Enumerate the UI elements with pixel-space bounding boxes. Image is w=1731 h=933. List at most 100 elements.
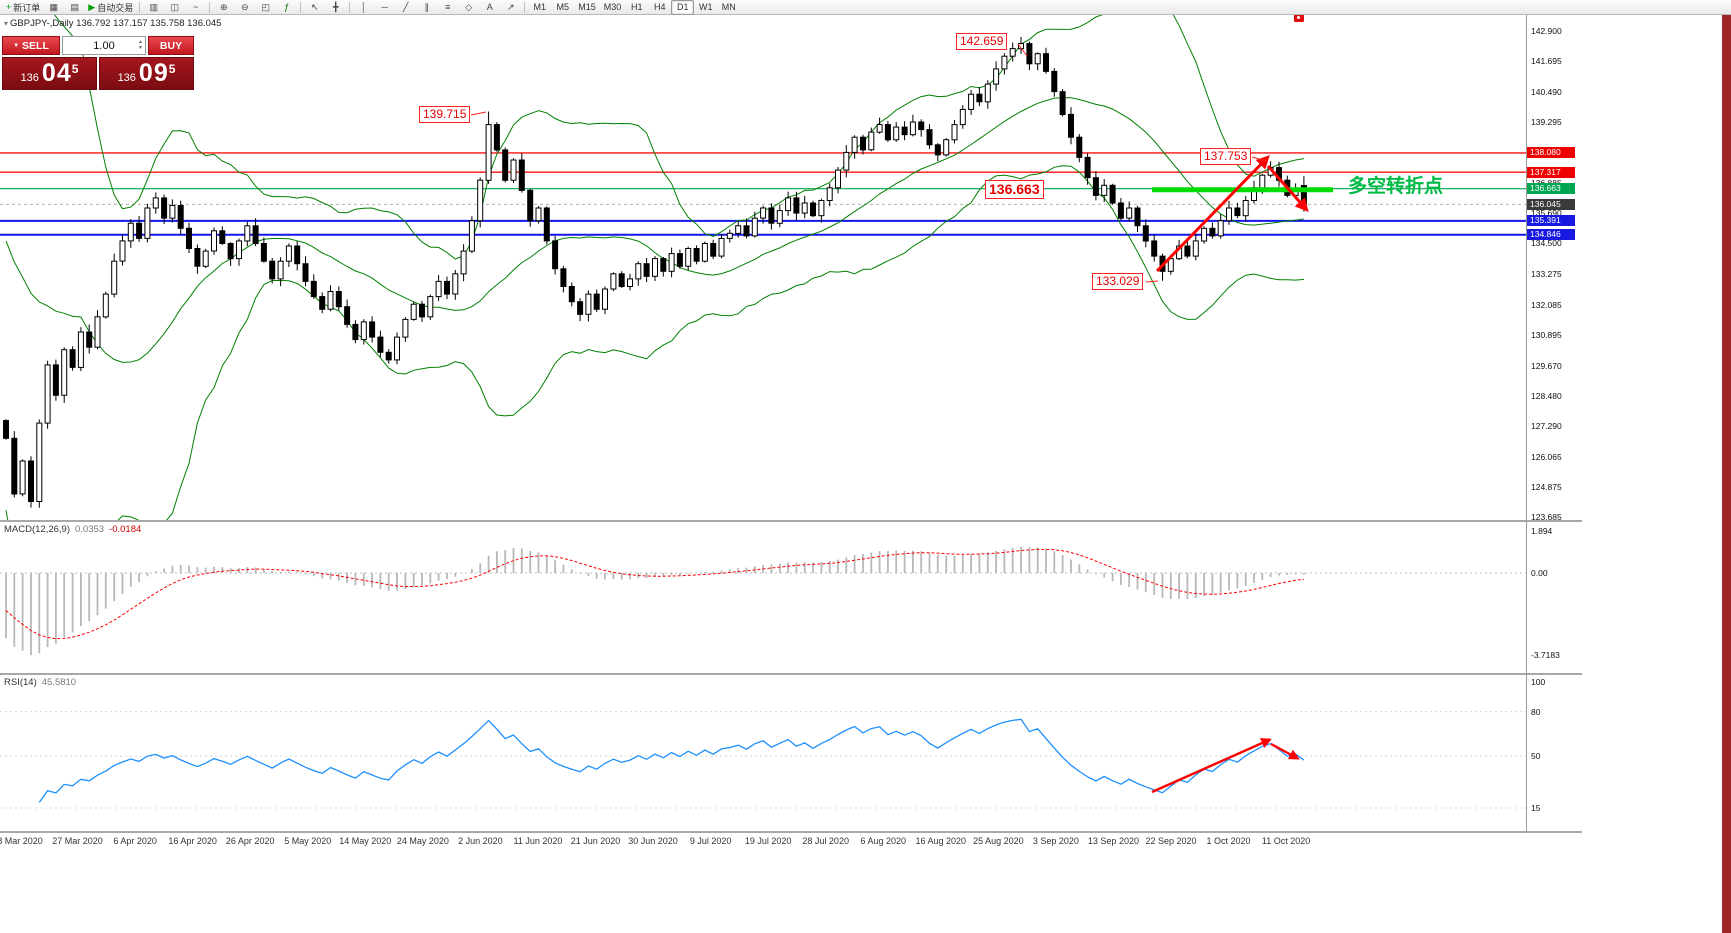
timeframe-m5-button[interactable]: M5 (556, 2, 569, 12)
macd-axis-tick: 0.00 (1531, 568, 1548, 578)
timeframe-m1-button[interactable]: M1 (533, 2, 546, 12)
trend-arrow[interactable] (1266, 165, 1309, 213)
timeframe-m30-button[interactable]: M30 (603, 2, 622, 12)
channel-icon-glyph-icon: ∥ (424, 1, 429, 12)
time-axis-label: 9 Jul 2020 (689, 836, 732, 846)
buy-price-pip: 5 (168, 62, 176, 76)
rsi-line (38, 718, 1305, 803)
bollinger-lower-band[interactable] (5, 165, 1304, 520)
trendline-icon[interactable]: ╱ (395, 0, 416, 15)
volume-input[interactable]: 1.00 ▲ ▼ (62, 36, 146, 55)
new-order-button[interactable]: + 新订单 (3, 0, 43, 15)
buy-button[interactable]: BUY (148, 36, 194, 55)
oneclick-toggle-icon[interactable]: ▾ (4, 19, 9, 28)
price-axis-tick: 133.275 (1531, 269, 1562, 280)
panel-separator[interactable] (0, 673, 1582, 675)
rsi-trend-arrow[interactable] (1270, 742, 1300, 760)
text-icon[interactable]: A (479, 0, 500, 15)
time-axis-label: 6 Apr 2020 (113, 836, 157, 846)
shapes-icon[interactable]: ◇ (458, 0, 479, 15)
volume-value: 1.00 (93, 39, 115, 52)
price-axis-tick: 127.290 (1531, 420, 1562, 431)
crosshair-icon[interactable]: ╋ (325, 0, 346, 15)
line-chart-type-icon[interactable]: ~ (185, 0, 206, 15)
price-axis-tick: 140.490 (1531, 86, 1562, 97)
time-axis-label: 28 Jul 2020 (802, 836, 849, 846)
vertical-scrollbar-red[interactable] (1722, 14, 1731, 933)
timeframe-h4-button[interactable]: H4 (653, 2, 666, 12)
arrow-tool-icon-glyph-icon: ↗ (506, 1, 515, 12)
sell-button[interactable]: ▼ SELL (2, 36, 60, 55)
rsi-subwindow-plot[interactable] (0, 675, 1526, 831)
price-callout-label[interactable]: 139.715 (419, 106, 471, 123)
price-callout-label[interactable]: 133.029 (1092, 273, 1144, 290)
timeframe-h1-button[interactable]: H1 (630, 2, 643, 12)
channel-icon[interactable]: ∥ (416, 0, 437, 15)
time-axis-label: 5 May 2020 (284, 836, 332, 846)
macd-axis-tick: 1.894 (1531, 526, 1553, 537)
indicators-icon[interactable]: ƒ (276, 0, 297, 15)
chart-shift-marker[interactable] (1294, 14, 1304, 22)
rsi-axis-tick: 50 (1531, 751, 1541, 762)
timeframe-mn-button[interactable]: MN (721, 2, 736, 12)
timeframe-m15-button[interactable]: M15 (578, 2, 596, 12)
trend-arrow[interactable] (1155, 155, 1270, 273)
cursor-icon[interactable]: ↖ (304, 0, 325, 15)
timeframe-w1-button[interactable]: W1 (699, 2, 713, 12)
profiles-icon[interactable]: ▤ (64, 0, 85, 15)
candlestick-type-icon[interactable]: ◫ (164, 0, 185, 15)
line-chart-type-icon-glyph-icon: ~ (193, 1, 199, 12)
macd-indicator-label: MACD(12,26,9) 0.0353 -0.0184 (4, 524, 142, 535)
horizontal-line-icon[interactable]: ─ (374, 0, 395, 15)
time-axis-label: 25 Aug 2020 (973, 836, 1024, 846)
toolbar-separator (139, 1, 141, 13)
bar-chart-type-icon[interactable]: ▥ (143, 0, 164, 15)
main-chart-plot[interactable] (0, 15, 1526, 520)
toolbar-separator (209, 1, 211, 13)
toolbar: + 新订单 ▦ ▤ ▶ 自动交易 ▥ ◫ ~ ⊕ ⊖ ◰ ƒ ↖ ╋ │ ─ ╱ ∥ ≡ ◇ A ↗ M1 M5 M15 M30 H1… (0, 0, 1731, 15)
rsi-axis-tick: 80 (1531, 706, 1541, 717)
zoom-in-icon[interactable]: ⊕ (213, 0, 234, 15)
sell-price-display[interactable]: 136 04 5 (2, 57, 97, 90)
fibonacci-icon[interactable]: ≡ (437, 0, 458, 15)
price-level-badge: 136.663 (1527, 183, 1575, 195)
sell-price-main: 136 (20, 72, 39, 84)
price-callout-label[interactable]: 137.753 (1200, 148, 1252, 165)
indicators-icon-glyph-icon: ƒ (284, 1, 290, 12)
new-chart-icon[interactable]: ▦ (43, 0, 64, 15)
shapes-icon-glyph-icon: ◇ (465, 1, 473, 12)
tile-windows-icon[interactable]: ◰ (255, 0, 276, 15)
buy-price-big-digits: 09 (138, 59, 169, 87)
bull-bear-turning-point-note[interactable]: 多空转折点 (1348, 176, 1444, 197)
macd-axis-tick: -3.7183 (1531, 650, 1560, 661)
price-axis-tick: 132.085 (1531, 299, 1562, 310)
bollinger-middle-band[interactable] (5, 97, 1304, 363)
vertical-line-icon[interactable]: │ (353, 0, 374, 15)
panel-separator[interactable] (0, 520, 1582, 522)
new-chart-icon-glyph-icon: ▦ (49, 1, 59, 12)
bollinger-upper-band[interactable] (6, 15, 1304, 260)
crosshair-icon-glyph-icon: ╋ (333, 1, 339, 12)
price-axis-border (1526, 15, 1527, 833)
price-axis-tick: 135.690 (1531, 208, 1562, 219)
volume-spinner-icon[interactable]: ▲ ▼ (138, 39, 143, 51)
rsi-trend-arrow[interactable] (1151, 738, 1272, 794)
sell-price-pip: 5 (71, 62, 79, 76)
auto-trading-button[interactable]: ▶ 自动交易 (85, 0, 136, 15)
price-callout-label[interactable]: 136.663 (985, 180, 1044, 199)
profiles-icon-glyph-icon: ▤ (70, 1, 80, 12)
price-axis-tick: 141.695 (1531, 56, 1562, 67)
buy-price-display[interactable]: 136 09 5 (99, 57, 194, 90)
price-axis-tick: 123.685 (1531, 512, 1562, 523)
price-callout-label[interactable]: 142.659 (956, 33, 1008, 50)
price-level-badge: 137.317 (1527, 166, 1575, 178)
new-order-glyph-icon: + (6, 1, 12, 12)
sell-price-big-digits: 04 (41, 59, 72, 87)
zoom-out-icon[interactable]: ⊖ (234, 0, 255, 15)
time-axis-label: 2 Jun 2020 (458, 836, 503, 846)
time-axis-label: 16 Aug 2020 (915, 836, 967, 846)
timeframe-d1-button[interactable]: D1 (671, 0, 695, 15)
macd-subwindow-plot[interactable] (0, 522, 1526, 673)
arrow-tool-icon[interactable]: ↗ (500, 0, 521, 15)
